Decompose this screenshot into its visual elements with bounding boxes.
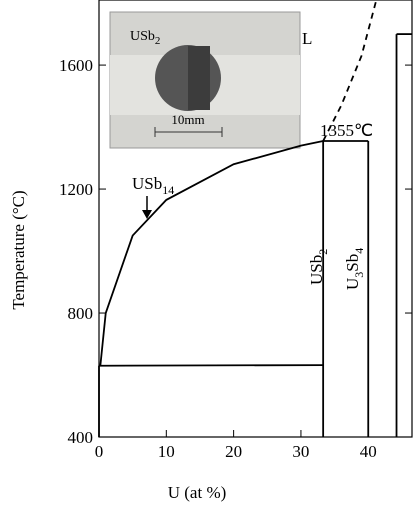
annotation-sub: 14 xyxy=(162,183,174,197)
sample-part xyxy=(188,46,210,110)
annotation-text: Sb xyxy=(343,254,362,272)
y-tick-label: 1600 xyxy=(59,56,93,75)
x-tick-label: 10 xyxy=(158,442,175,461)
inset-scale: 10mm xyxy=(171,112,204,127)
phase-line xyxy=(323,0,376,141)
annotation: USb2 xyxy=(307,249,330,285)
chart: USb2 10mm U (at %) Temperature (°C) USb1… xyxy=(0,0,420,509)
y-tick-label: 1200 xyxy=(59,180,93,199)
y-axis-label: Temperature (°C) xyxy=(9,190,28,309)
inset-label-sub: 2 xyxy=(155,35,161,47)
x-axis-label: U (at %) xyxy=(168,483,227,502)
y-tick-label: 800 xyxy=(68,304,94,323)
x-tick-label: 20 xyxy=(225,442,242,461)
annotation: U3Sb4 xyxy=(343,248,366,290)
y-tick-label: 400 xyxy=(68,428,94,447)
annotation: L xyxy=(302,29,312,48)
annotation-text: USb xyxy=(132,174,162,193)
annotation-sub: 4 xyxy=(352,248,366,254)
x-tick-label: 40 xyxy=(360,442,377,461)
x-tick-label: 0 xyxy=(95,442,104,461)
annotation: USb14 xyxy=(132,174,174,197)
annotation-text: U xyxy=(343,278,362,290)
x-tick-label: 30 xyxy=(292,442,309,461)
inset-label-text: USb xyxy=(130,29,155,44)
inset-photo: USb2 10mm xyxy=(110,12,300,148)
phase-line xyxy=(99,365,323,366)
